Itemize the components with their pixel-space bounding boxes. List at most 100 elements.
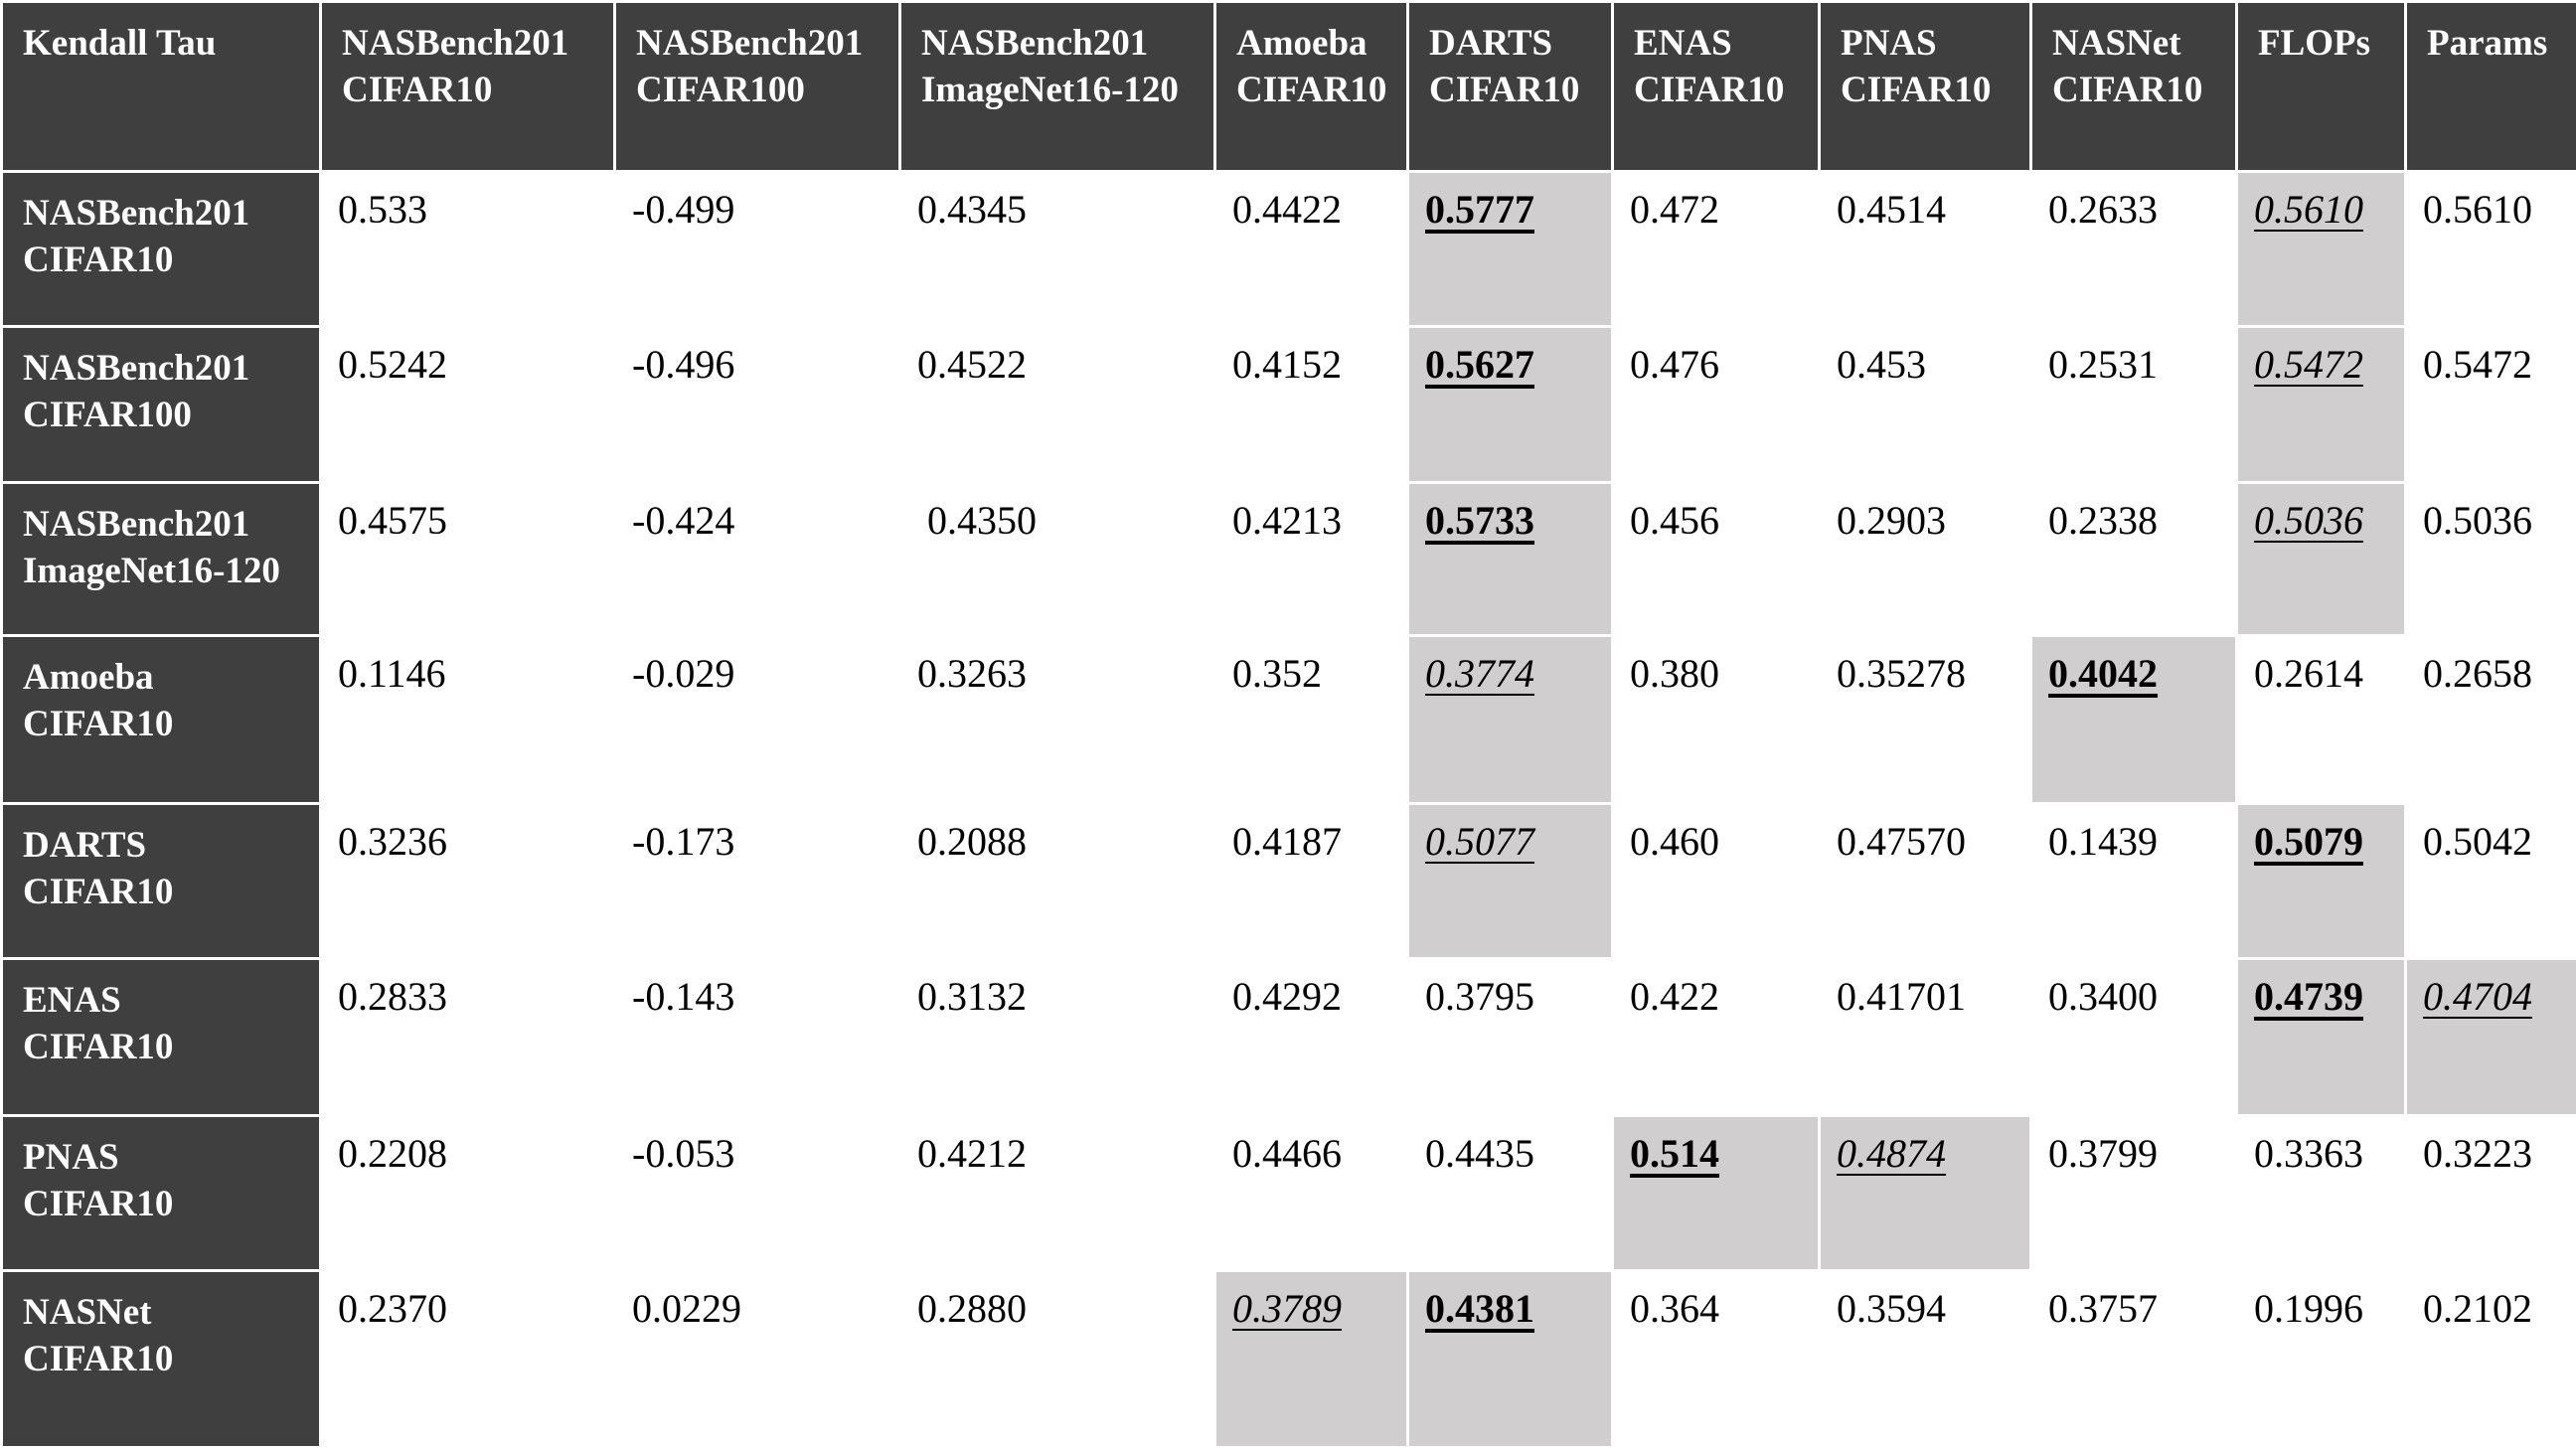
value-cell: 0.2102 [2407,1272,2576,1446]
value-cell: 0.2903 [1821,484,2029,634]
value-cell: 0.4874 [1821,1117,2029,1269]
value-cell: 0.4739 [2238,960,2404,1114]
value-cell: 0.4350 [901,484,1213,634]
value-cell: 0.514 [1614,1117,1818,1269]
value-cell: 0.5036 [2238,484,2404,634]
value-cell: -0.499 [616,173,898,325]
value-cell: 0.364 [1614,1272,1818,1446]
value-cell: 0.2633 [2032,173,2235,325]
value-cell: 0.4345 [901,173,1213,325]
table-row: NASNet CIFAR10 0.2370 0.0229 0.2880 0.3789 0.… [3,1272,2576,1446]
value-cell: 0.5777 [1409,173,1611,325]
value-cell: 0.2370 [322,1272,613,1446]
table-row: PNAS CIFAR10 0.2208 -0.053 0.4212 0.4466 0.44… [3,1117,2576,1269]
value-cell: 0.422 [1614,960,1818,1114]
value-cell: 0.5472 [2407,328,2576,481]
value-cell: 0.3132 [901,960,1213,1114]
column-header: Params [2407,3,2576,170]
value-cell: 0.5610 [2238,173,2404,325]
value-cell: 0.2880 [901,1272,1213,1446]
value-cell: 0.5042 [2407,805,2576,957]
row-header: Amoeba CIFAR10 [3,637,319,802]
row-header: NASNet CIFAR10 [3,1272,319,1446]
value-cell: 0.3795 [1409,960,1611,1114]
value-cell: 0.3789 [1216,1272,1406,1446]
value-cell: 0.0229 [616,1272,898,1446]
value-cell: 0.4575 [322,484,613,634]
value-cell: 0.4422 [1216,173,1406,325]
value-cell: 0.476 [1614,328,1818,481]
value-cell: 0.4213 [1216,484,1406,634]
column-header: ENAS CIFAR10 [1614,3,1818,170]
column-header: NASBench201 CIFAR100 [616,3,898,170]
value-cell: 0.2208 [322,1117,613,1269]
value-cell: 0.4381 [1409,1272,1611,1446]
table-body: NASBench201 CIFAR10 0.533 -0.499 0.4345 0.44… [3,173,2576,1446]
row-header: NASBench201 CIFAR100 [3,328,319,481]
value-cell: 0.3774 [1409,637,1611,802]
value-cell: 0.2338 [2032,484,2235,634]
column-header: NASBench201 CIFAR10 [322,3,613,170]
value-cell: 0.3799 [2032,1117,2235,1269]
value-cell: -0.053 [616,1117,898,1269]
value-cell: -0.143 [616,960,898,1114]
value-cell: 0.35278 [1821,637,2029,802]
column-header: NASNet CIFAR10 [2032,3,2235,170]
value-cell: 0.4466 [1216,1117,1406,1269]
value-cell: -0.496 [616,328,898,481]
value-cell: 0.5733 [1409,484,1611,634]
value-cell: 0.5077 [1409,805,1611,957]
table-row: Amoeba CIFAR10 0.1146 -0.029 0.3263 0.352 0.3… [3,637,2576,802]
value-cell: -0.173 [616,805,898,957]
value-cell: 0.4522 [901,328,1213,481]
table-row: NASBench201 CIFAR100 0.5242 -0.496 0.4522 0.… [3,328,2576,481]
value-cell: 0.1146 [322,637,613,802]
row-header: NASBench201 ImageNet16-120 [3,484,319,634]
table-row: ENAS CIFAR10 0.2833 -0.143 0.3132 0.4292 0.37… [3,960,2576,1114]
value-cell: 0.41701 [1821,960,2029,1114]
header-row: Kendall Tau NASBench201 CIFAR10 NASBench2… [3,3,2576,170]
value-cell: 0.5610 [2407,173,2576,325]
value-cell: 0.3594 [1821,1272,2029,1446]
value-cell: 0.5627 [1409,328,1611,481]
value-cell: 0.5036 [2407,484,2576,634]
value-cell: -0.424 [616,484,898,634]
value-cell: 0.3263 [901,637,1213,802]
value-cell: 0.2088 [901,805,1213,957]
value-cell: 0.3400 [2032,960,2235,1114]
value-cell: 0.4704 [2407,960,2576,1114]
value-cell: 0.456 [1614,484,1818,634]
table-row: NASBench201 CIFAR10 0.533 -0.499 0.4345 0.44… [3,173,2576,325]
value-cell: 0.3223 [2407,1117,2576,1269]
column-header: FLOPs [2238,3,2404,170]
table-row: DARTS CIFAR10 0.3236 -0.173 0.2088 0.4187 0.5… [3,805,2576,957]
value-cell: -0.029 [616,637,898,802]
value-cell: 0.5079 [2238,805,2404,957]
table-row: NASBench201 ImageNet16-120 0.4575 -0.424 0… [3,484,2576,634]
value-cell: 0.4435 [1409,1117,1611,1269]
value-cell: 0.453 [1821,328,2029,481]
value-cell: 0.4212 [901,1117,1213,1269]
column-header: PNAS CIFAR10 [1821,3,2029,170]
value-cell: 0.533 [322,173,613,325]
row-header: PNAS CIFAR10 [3,1117,319,1269]
value-cell: 0.4292 [1216,960,1406,1114]
value-cell: 0.2531 [2032,328,2235,481]
value-cell: 0.460 [1614,805,1818,957]
table-header: Kendall Tau NASBench201 CIFAR10 NASBench2… [3,3,2576,170]
value-cell: 0.1996 [2238,1272,2404,1446]
value-cell: 0.352 [1216,637,1406,802]
value-cell: 0.4042 [2032,637,2235,802]
value-cell: 0.1439 [2032,805,2235,957]
table-title-cell: Kendall Tau [3,3,319,170]
value-cell: 0.4187 [1216,805,1406,957]
value-cell: 0.380 [1614,637,1818,802]
column-header: DARTS CIFAR10 [1409,3,1611,170]
value-cell: 0.3363 [2238,1117,2404,1269]
value-cell: 0.4152 [1216,328,1406,481]
value-cell: 0.4514 [1821,173,2029,325]
value-cell: 0.2614 [2238,637,2404,802]
row-header: NASBench201 CIFAR10 [3,173,319,325]
